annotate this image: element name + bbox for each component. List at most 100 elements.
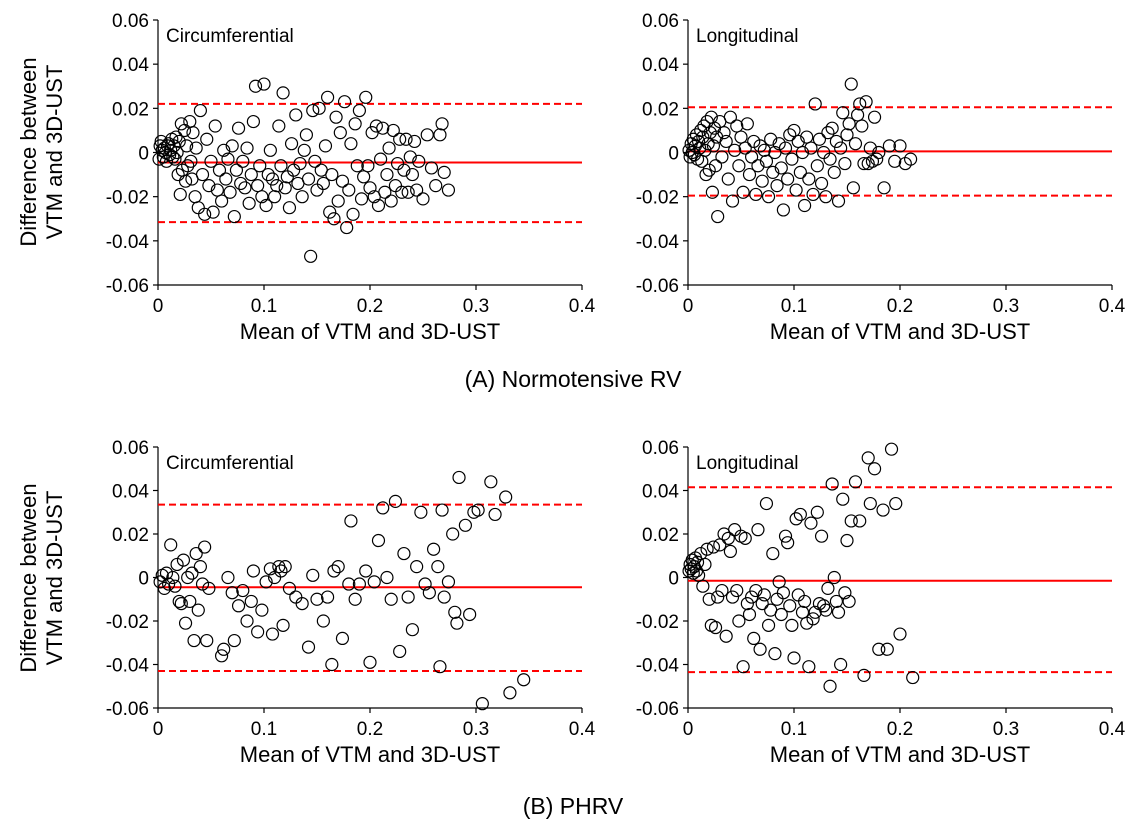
- data-point: [435, 503, 449, 517]
- data-point: [208, 119, 222, 133]
- data-point: [350, 159, 364, 173]
- x-tick-label: 0.1: [781, 296, 807, 317]
- data-point: [876, 503, 890, 517]
- data-point: [723, 544, 738, 559]
- data-point: [802, 172, 816, 186]
- data-point: [893, 627, 907, 641]
- data-point: [335, 631, 350, 646]
- data-point: [783, 599, 797, 613]
- data-point: [261, 167, 275, 182]
- data-point: [204, 154, 218, 168]
- data-point: [761, 618, 776, 632]
- data-point: [795, 605, 810, 619]
- data-point: [836, 492, 850, 506]
- data-point: [225, 586, 239, 600]
- data-point: [844, 514, 858, 528]
- data-point: [696, 579, 710, 593]
- data-point: [787, 651, 801, 665]
- data-point: [378, 185, 392, 199]
- data-point: [699, 167, 713, 182]
- y-tick-label: 0: [668, 569, 679, 590]
- data-point: [168, 579, 182, 593]
- data-point: [736, 660, 750, 674]
- data-point: [450, 616, 464, 630]
- data-point: [316, 614, 330, 628]
- data-point: [227, 209, 241, 224]
- x-tick-label: 0.1: [781, 719, 807, 740]
- data-point: [321, 90, 335, 104]
- data-point: [867, 110, 882, 124]
- data-point: [363, 181, 377, 195]
- data-point: [282, 581, 297, 595]
- data-point: [384, 592, 398, 606]
- data-point: [198, 540, 212, 554]
- data-point: [369, 119, 383, 133]
- data-point: [838, 586, 852, 600]
- data-point: [441, 575, 456, 589]
- data-point: [797, 198, 812, 213]
- data-point: [251, 625, 265, 639]
- data-point: [188, 190, 202, 204]
- data-point: [906, 670, 920, 685]
- data-point: [295, 596, 309, 611]
- data-point: [810, 159, 824, 173]
- data-point: [259, 198, 273, 213]
- y-tick-label: 0.04: [112, 482, 149, 503]
- data-point: [153, 575, 167, 589]
- data-point: [742, 167, 757, 182]
- y-tick-label: -0.04: [106, 232, 150, 253]
- data-point: [187, 633, 201, 648]
- data-point: [696, 130, 710, 144]
- data-point: [164, 143, 178, 157]
- panel-annotation: Circumferential: [166, 26, 294, 47]
- data-point: [842, 594, 856, 609]
- data-point: [867, 462, 882, 476]
- data-point: [825, 121, 839, 135]
- data-point: [749, 187, 763, 202]
- data-point: [888, 154, 902, 168]
- data-point: [781, 536, 795, 550]
- data-point: [174, 596, 188, 611]
- caption-a: (A) Normotensive RV: [465, 366, 683, 392]
- data-point: [177, 123, 192, 138]
- y-tick-label: 0: [138, 569, 149, 590]
- data-point: [231, 599, 246, 613]
- data-point: [738, 141, 752, 155]
- data-point: [189, 141, 203, 155]
- data-point: [499, 490, 513, 504]
- data-point: [359, 90, 373, 104]
- data-point: [715, 583, 729, 598]
- y-tick-label: 0.06: [112, 11, 149, 32]
- data-point: [738, 531, 752, 545]
- data-point: [776, 203, 791, 217]
- data-point: [359, 564, 373, 578]
- data-point: [823, 152, 837, 166]
- data-point: [335, 174, 350, 188]
- data-point: [382, 141, 396, 155]
- data-point: [297, 143, 311, 157]
- data-point: [827, 570, 841, 585]
- x-tick-label: 0.4: [1099, 719, 1126, 740]
- data-point: [753, 642, 767, 656]
- data-point: [215, 194, 229, 208]
- y-axis-title-line1: Difference between: [16, 57, 41, 246]
- data-point: [388, 179, 403, 193]
- y-tick-label: -0.02: [636, 188, 679, 209]
- y-tick-label: -0.06: [636, 699, 679, 720]
- data-point: [770, 592, 784, 606]
- data-point: [178, 174, 193, 188]
- data-point: [301, 640, 316, 654]
- data-point: [808, 97, 822, 111]
- data-point: [363, 655, 377, 669]
- data-point: [240, 614, 254, 628]
- data-point: [783, 128, 797, 142]
- data-point: [774, 607, 788, 622]
- data-point: [399, 132, 413, 146]
- data-point: [863, 496, 877, 511]
- data-point: [162, 577, 176, 591]
- data-point: [374, 152, 388, 166]
- data-point: [689, 128, 704, 142]
- data-point: [795, 145, 810, 160]
- data-point: [846, 181, 860, 195]
- data-point: [708, 159, 723, 173]
